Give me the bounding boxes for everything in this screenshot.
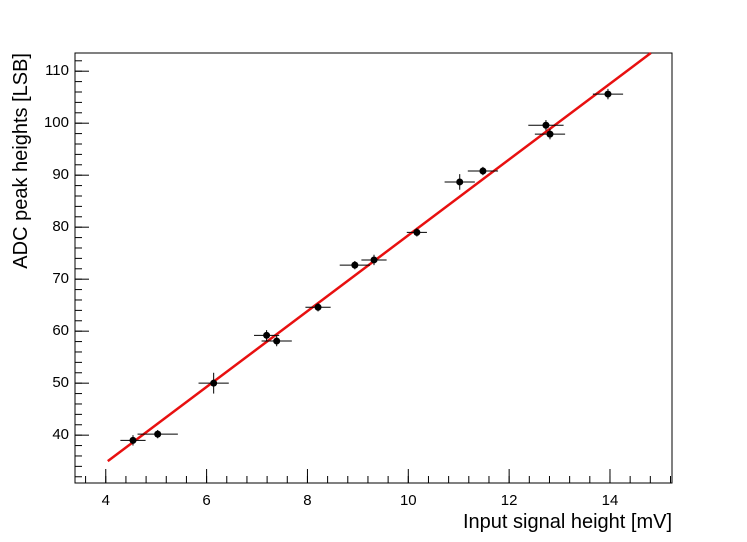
y-tick-label: 70 xyxy=(52,270,69,287)
point xyxy=(546,130,554,138)
x-tick-label: 4 xyxy=(102,492,110,509)
y-tick-label: 40 xyxy=(52,426,69,443)
point xyxy=(210,379,218,387)
point xyxy=(129,436,137,444)
x-tick-label: 10 xyxy=(400,492,417,509)
y-axis-title: ADC peak heights [LSB] xyxy=(10,53,32,269)
point xyxy=(263,331,271,339)
point xyxy=(370,256,378,264)
point xyxy=(273,337,281,345)
x-tick-label: 8 xyxy=(303,492,311,509)
plot-frame xyxy=(74,52,673,484)
x-tick-label: 14 xyxy=(602,492,619,509)
x-tick-label: 6 xyxy=(202,492,210,509)
point xyxy=(479,167,487,175)
y-tick-label: 100 xyxy=(44,114,69,131)
y-tick-label: 80 xyxy=(52,218,69,235)
y-tick-label: 90 xyxy=(52,166,69,183)
point xyxy=(154,430,162,438)
point xyxy=(314,303,322,311)
x-axis-title: Input signal height [mV] xyxy=(463,511,672,533)
point xyxy=(413,228,421,236)
x-tick-label: 12 xyxy=(501,492,518,509)
y-tick-label: 110 xyxy=(45,62,69,79)
point xyxy=(542,121,550,129)
point xyxy=(456,178,464,186)
y-tick-label: 50 xyxy=(52,374,69,391)
y-tick-label: 60 xyxy=(52,322,69,339)
fit-line xyxy=(107,52,652,463)
point xyxy=(604,90,612,98)
point xyxy=(351,261,359,269)
